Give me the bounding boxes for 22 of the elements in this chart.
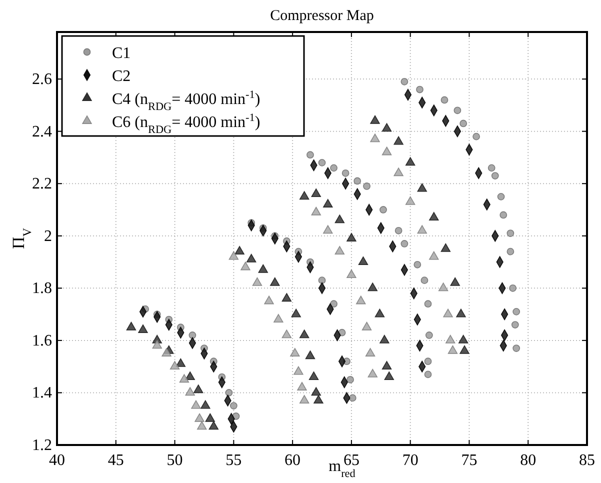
y-tick-label: 1.6 bbox=[32, 332, 52, 350]
legend-label: C2 bbox=[112, 68, 131, 85]
y-tick-label: 1.2 bbox=[32, 437, 52, 454]
legend-label: C4 (n$_{RDG}$= 4000 min$^{-1}$) bbox=[112, 89, 260, 113]
y-tick-label: 1.4 bbox=[32, 384, 52, 402]
x-tick-label: 50 bbox=[166, 452, 183, 469]
x-tick-label: 80 bbox=[520, 452, 536, 469]
y-tick-label: 2.2 bbox=[32, 176, 52, 193]
x-tick-label: 70 bbox=[402, 452, 418, 469]
y-tick-label: 2.6 bbox=[32, 71, 52, 88]
legend-label: C1 bbox=[112, 45, 131, 62]
y-tick-label: 2 bbox=[44, 228, 52, 245]
x-tick-label: 85 bbox=[579, 452, 595, 469]
x-tick-label: 60 bbox=[284, 452, 301, 469]
x-tick-label: 40 bbox=[49, 452, 65, 469]
x-tick-label: 75 bbox=[461, 452, 478, 469]
x-tick-label: 45 bbox=[108, 452, 124, 469]
legend-label: C6 (n$_{RDG}$= 4000 min$^{-1}$) bbox=[112, 112, 260, 136]
chart-title: Compressor Map bbox=[270, 8, 374, 24]
x-tick-label: 55 bbox=[226, 452, 242, 469]
y-tick-label: 1.8 bbox=[32, 280, 52, 298]
y-tick-label: 2.4 bbox=[32, 123, 52, 140]
